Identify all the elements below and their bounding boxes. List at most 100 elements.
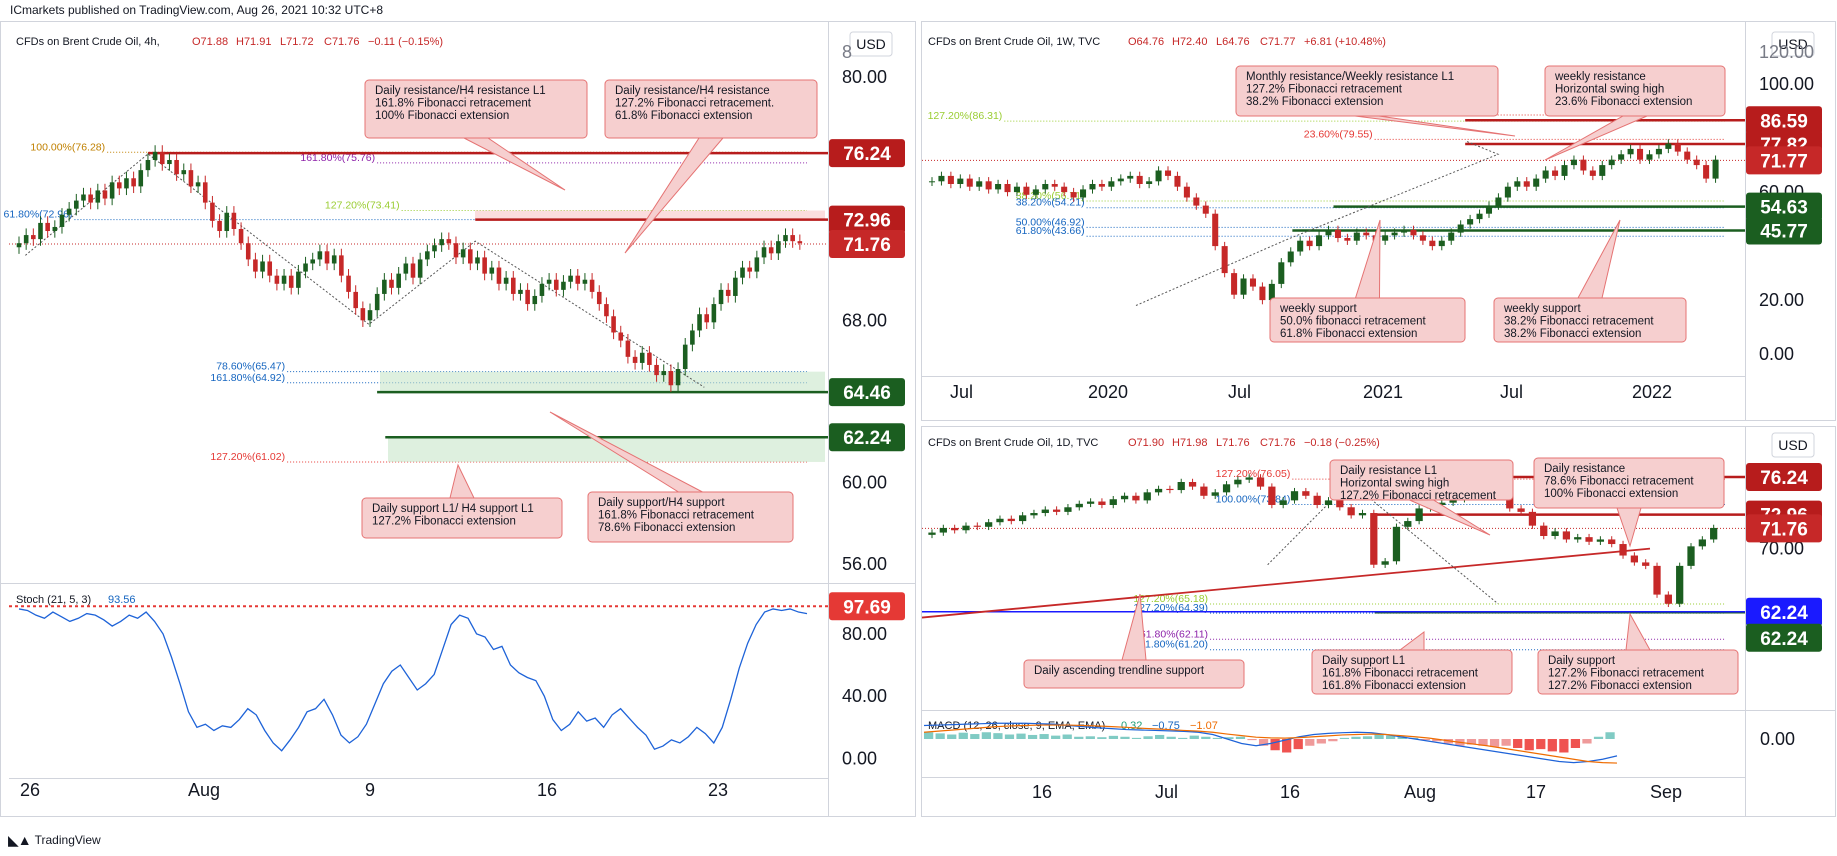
candle-body xyxy=(1075,503,1083,508)
candle-body xyxy=(1336,500,1344,508)
candle-body xyxy=(740,267,745,278)
candle-body xyxy=(618,332,624,341)
candle-body xyxy=(1347,507,1355,516)
candle-body xyxy=(938,175,945,182)
candle-body xyxy=(1080,189,1087,198)
candle-body xyxy=(1391,232,1398,236)
candle-body xyxy=(1457,224,1464,233)
macd-hist-bar xyxy=(1027,734,1038,739)
macd-hist-bar xyxy=(1051,735,1061,739)
y-tick-label: 60.00 xyxy=(842,473,887,493)
candle-body xyxy=(639,352,645,363)
callout-line: Daily resistance/H4 resistance xyxy=(615,85,770,97)
candle-body xyxy=(761,247,767,258)
stoch-value: 93.56 xyxy=(108,594,136,606)
candle-body xyxy=(996,518,1004,523)
callout-box xyxy=(1311,649,1513,695)
fib-label: 50.00%(46.92) xyxy=(1016,216,1085,228)
y-tick-label: 0.00 xyxy=(1759,344,1794,364)
candle-body xyxy=(1240,278,1247,295)
candle-body xyxy=(331,255,337,264)
candle-body xyxy=(1655,148,1662,155)
candle-body xyxy=(1155,170,1162,182)
candle-body xyxy=(1684,151,1691,160)
candle-body xyxy=(1608,159,1615,166)
fib-label: 23.60%(79.55) xyxy=(1304,128,1373,140)
candle-body xyxy=(152,151,158,160)
macd-hist-bar xyxy=(1143,736,1153,739)
candle-body xyxy=(109,182,115,199)
stoch-pane: Stoch (21, 5, 3) 93.56 80.00 40.00 0.00 97.69 xyxy=(9,592,905,769)
callout-pointer xyxy=(1398,631,1425,651)
candle-body xyxy=(181,170,187,175)
callout-line: weekly support xyxy=(1503,303,1582,315)
candle-body xyxy=(267,261,273,276)
fib-label: 100.00%(76.28) xyxy=(30,141,105,153)
candle-body xyxy=(962,525,970,531)
candle-body xyxy=(1693,159,1700,166)
callout-line: 127.2% Fibonacci retracement xyxy=(1340,490,1497,502)
callout-line: Daily support/H4 support xyxy=(598,497,725,509)
price-badge xyxy=(1746,146,1822,175)
candle-body xyxy=(768,247,774,254)
callout-line: Horizontal swing high xyxy=(1340,478,1449,490)
candle-body xyxy=(995,184,1002,190)
candle-body xyxy=(951,527,959,531)
candle-body xyxy=(489,267,495,274)
macd-hist-bar xyxy=(1593,736,1604,739)
macd-hist-bar xyxy=(947,734,957,739)
publisher-header: ICmarkets published on TradingView.com, … xyxy=(10,3,384,17)
candle-body xyxy=(725,289,731,296)
candle-body xyxy=(1570,159,1577,166)
macd-hist-bar xyxy=(1131,737,1142,739)
price-badge-label: 54.63 xyxy=(1760,198,1808,219)
candle-body xyxy=(928,532,936,535)
macd-hist-bar xyxy=(1501,739,1511,746)
callout-box xyxy=(604,79,818,139)
price-badge-label: 62.24 xyxy=(843,428,891,449)
macd-hist-bar xyxy=(1270,739,1280,751)
macd-hist-bar xyxy=(1536,739,1546,750)
stoch-y-tick: 40.00 xyxy=(842,686,887,706)
ascending-trendline xyxy=(921,547,1651,619)
candle-body xyxy=(1146,181,1153,184)
macd-hist-bar xyxy=(1570,739,1581,748)
candle-body xyxy=(539,283,545,296)
price-badge xyxy=(1746,462,1822,491)
candle-body xyxy=(382,279,387,294)
callout-line: 161.8% Fibonacci retracement xyxy=(375,98,532,110)
macd-hist-bar xyxy=(1397,736,1407,739)
candle-body xyxy=(159,151,165,165)
price-badge-label: 76.24 xyxy=(843,144,891,165)
candle-body xyxy=(1504,186,1511,198)
candle-body xyxy=(1221,246,1228,274)
candle-body xyxy=(210,202,215,221)
callout-box xyxy=(1533,457,1725,509)
candle-body xyxy=(324,251,330,264)
price-badge-label: 45.77 xyxy=(1760,222,1808,243)
candle-body xyxy=(976,181,983,187)
candle-body xyxy=(682,344,688,370)
legend-1: O71.90 xyxy=(1128,437,1164,449)
callout-line: weekly resistance xyxy=(1554,71,1646,83)
candle-body xyxy=(1098,501,1106,505)
candle-body xyxy=(260,261,265,272)
x-tick-label: 26 xyxy=(20,780,40,800)
macd-line xyxy=(923,722,1618,764)
candle-body xyxy=(1032,189,1039,195)
candle-body xyxy=(510,277,516,294)
candle-body xyxy=(582,279,588,284)
candle-body xyxy=(668,371,674,386)
macd-value-3: −1.07 xyxy=(1190,720,1218,732)
support-zone xyxy=(380,371,825,393)
candle-body xyxy=(546,279,552,284)
price-badge-label: 72.96 xyxy=(843,211,891,232)
x-tick-label: 2022 xyxy=(1632,382,1672,402)
macd-hist-bar xyxy=(1108,735,1119,739)
footer[interactable]: ◣▲ TradingView xyxy=(8,830,101,850)
candle-body xyxy=(1136,175,1143,184)
candle-body xyxy=(188,170,194,187)
stoch-badge xyxy=(829,592,905,621)
